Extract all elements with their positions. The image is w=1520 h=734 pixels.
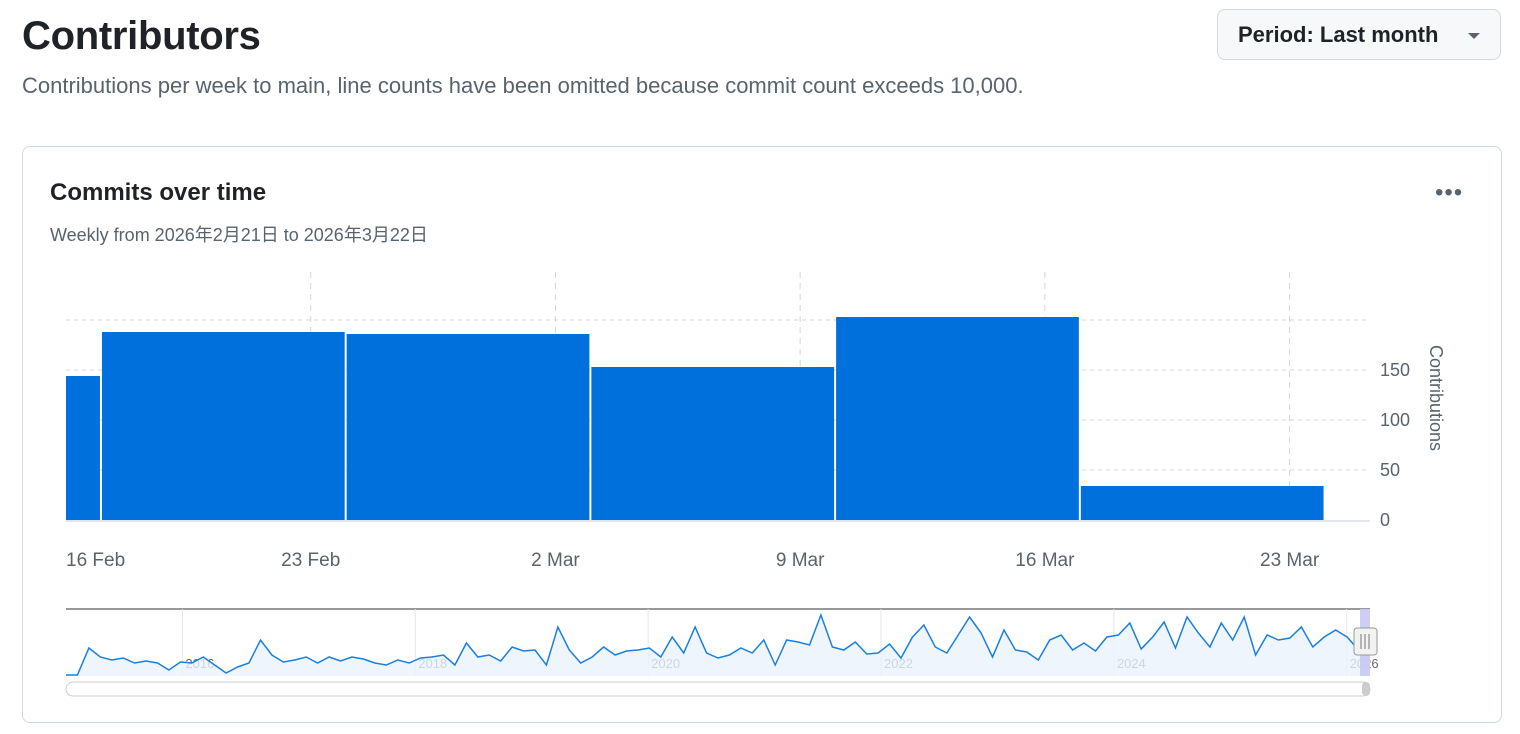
y-tick-label: 150 [1380,360,1410,380]
x-tick-label: 23 Mar [1260,550,1320,571]
navigator-area [66,615,1370,676]
chevron-down-icon [1468,33,1480,39]
x-tick-label: 9 Mar [776,550,825,571]
x-tick-label: 2 Mar [531,550,580,571]
y-tick-label: 0 [1380,510,1390,530]
x-tick-label: 16 Feb [66,550,125,571]
bar[interactable] [836,317,1079,520]
period-dropdown[interactable]: Period: Last month [1217,9,1501,60]
x-tick-label: 16 Mar [1015,550,1075,571]
bar[interactable] [591,367,835,520]
y-tick-label: 100 [1380,410,1410,430]
bar[interactable] [1080,486,1324,520]
bar[interactable] [346,334,590,520]
x-tick-label: 23 Feb [281,550,340,571]
card-title: Commits over time [50,179,267,206]
y-axis-label: Contributions [1426,345,1446,451]
bar[interactable] [101,332,345,520]
period-label: Period: Last month [1238,21,1439,47]
card-subtitle: Weekly from 2026年2月21日 to 2026年3月22日 [50,225,428,245]
y-tick-label: 50 [1380,460,1400,480]
commits-card: Commits over time Weekly from 2026年2月21日… [22,146,1502,723]
scrollbar-thumb[interactable] [1362,682,1370,696]
kebab-horizontal-icon[interactable]: ••• [1435,179,1464,206]
page-title: Contributors [22,14,261,58]
bar[interactable] [0,376,100,520]
navigator-line [66,612,1371,676]
navigator-scrollbar[interactable] [65,681,1371,697]
page-description: Contributions per week to main, line cou… [22,73,1024,98]
